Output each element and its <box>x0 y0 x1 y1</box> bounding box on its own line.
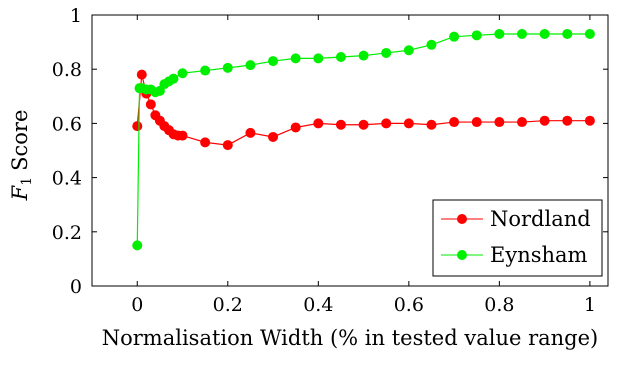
x-tick-label: 0.2 <box>213 294 243 316</box>
data-point-eynsham <box>562 28 573 39</box>
data-point-eynsham <box>290 53 301 64</box>
data-point-nordland <box>584 115 595 126</box>
plot-frame <box>91 14 609 287</box>
data-point-eynsham <box>517 28 527 39</box>
x-tick-label: 0 <box>131 294 143 316</box>
data-point-eynsham <box>132 240 143 251</box>
legend: Nordland Eynsham <box>432 199 603 277</box>
data-point-eynsham <box>539 28 550 39</box>
y-tick-label: 0.4 <box>52 168 82 190</box>
data-point-eynsham <box>200 65 211 76</box>
data-point-nordland <box>449 117 460 128</box>
series-layer <box>132 28 595 251</box>
data-point-nordland <box>471 117 482 128</box>
data-point-nordland <box>200 137 211 148</box>
legend-marker-nordland <box>457 214 467 224</box>
legend-box <box>432 199 603 277</box>
data-point-eynsham <box>177 68 188 79</box>
data-point-nordland <box>268 131 279 142</box>
data-point-eynsham <box>471 30 482 41</box>
y-tick-label: 0.2 <box>52 222 82 244</box>
y-tick-label: 0.6 <box>52 113 82 135</box>
x-tick-label: 1 <box>584 294 596 316</box>
data-point-nordland <box>562 115 573 126</box>
data-point-eynsham <box>168 73 179 84</box>
data-point-eynsham <box>313 53 324 64</box>
y-tick-label: 1 <box>70 5 82 27</box>
data-point-eynsham <box>335 52 346 63</box>
data-point-nordland <box>245 127 256 138</box>
data-point-eynsham <box>494 28 505 39</box>
data-point-eynsham <box>358 50 369 61</box>
data-point-nordland <box>290 122 301 133</box>
legend-marker-eynsham <box>457 250 467 260</box>
y-tick-label: 0.8 <box>52 59 82 81</box>
data-point-eynsham <box>426 39 437 50</box>
data-point-nordland <box>177 130 188 141</box>
data-point-eynsham <box>584 28 595 39</box>
data-point-nordland <box>136 69 147 80</box>
data-point-nordland <box>494 117 505 128</box>
data-point-nordland <box>426 119 437 130</box>
x-axis-label: Normalisation Width (% in tested value r… <box>102 326 598 350</box>
y-axis-label-rest: Score <box>8 110 32 171</box>
data-point-eynsham <box>381 47 392 58</box>
series-line-nordland <box>136 74 590 146</box>
legend-label-nordland: Nordland <box>490 207 591 231</box>
y-tick-label: 0 <box>70 276 82 298</box>
data-point-nordland <box>517 117 527 128</box>
y-axis-label-sub: 1 <box>19 177 35 186</box>
axis-ticks: 0 0.2 0.4 0.6 0.8 1 0 0.2 0.4 0.6 0.8 1 <box>52 5 608 316</box>
data-point-nordland <box>358 119 369 130</box>
data-point-eynsham <box>222 62 233 73</box>
data-point-eynsham <box>245 60 256 71</box>
data-point-eynsham <box>449 31 460 42</box>
data-point-nordland <box>335 119 346 130</box>
data-point-nordland <box>403 118 414 129</box>
data-point-nordland <box>132 121 143 132</box>
data-point-nordland <box>313 118 324 129</box>
data-point-nordland <box>381 118 392 129</box>
data-point-nordland <box>145 99 156 110</box>
data-point-nordland <box>222 140 233 151</box>
x-tick-label: 0.6 <box>394 294 424 316</box>
data-point-eynsham <box>403 45 414 56</box>
y-axis-label: F1 Score <box>8 110 35 202</box>
data-point-eynsham <box>268 56 279 67</box>
y-axis-label-italic: F <box>8 184 32 201</box>
legend-label-eynsham: Eynsham <box>490 243 588 267</box>
data-point-nordland <box>539 115 550 126</box>
x-tick-label: 0.4 <box>303 294 333 316</box>
x-tick-label: 0.8 <box>484 294 514 316</box>
